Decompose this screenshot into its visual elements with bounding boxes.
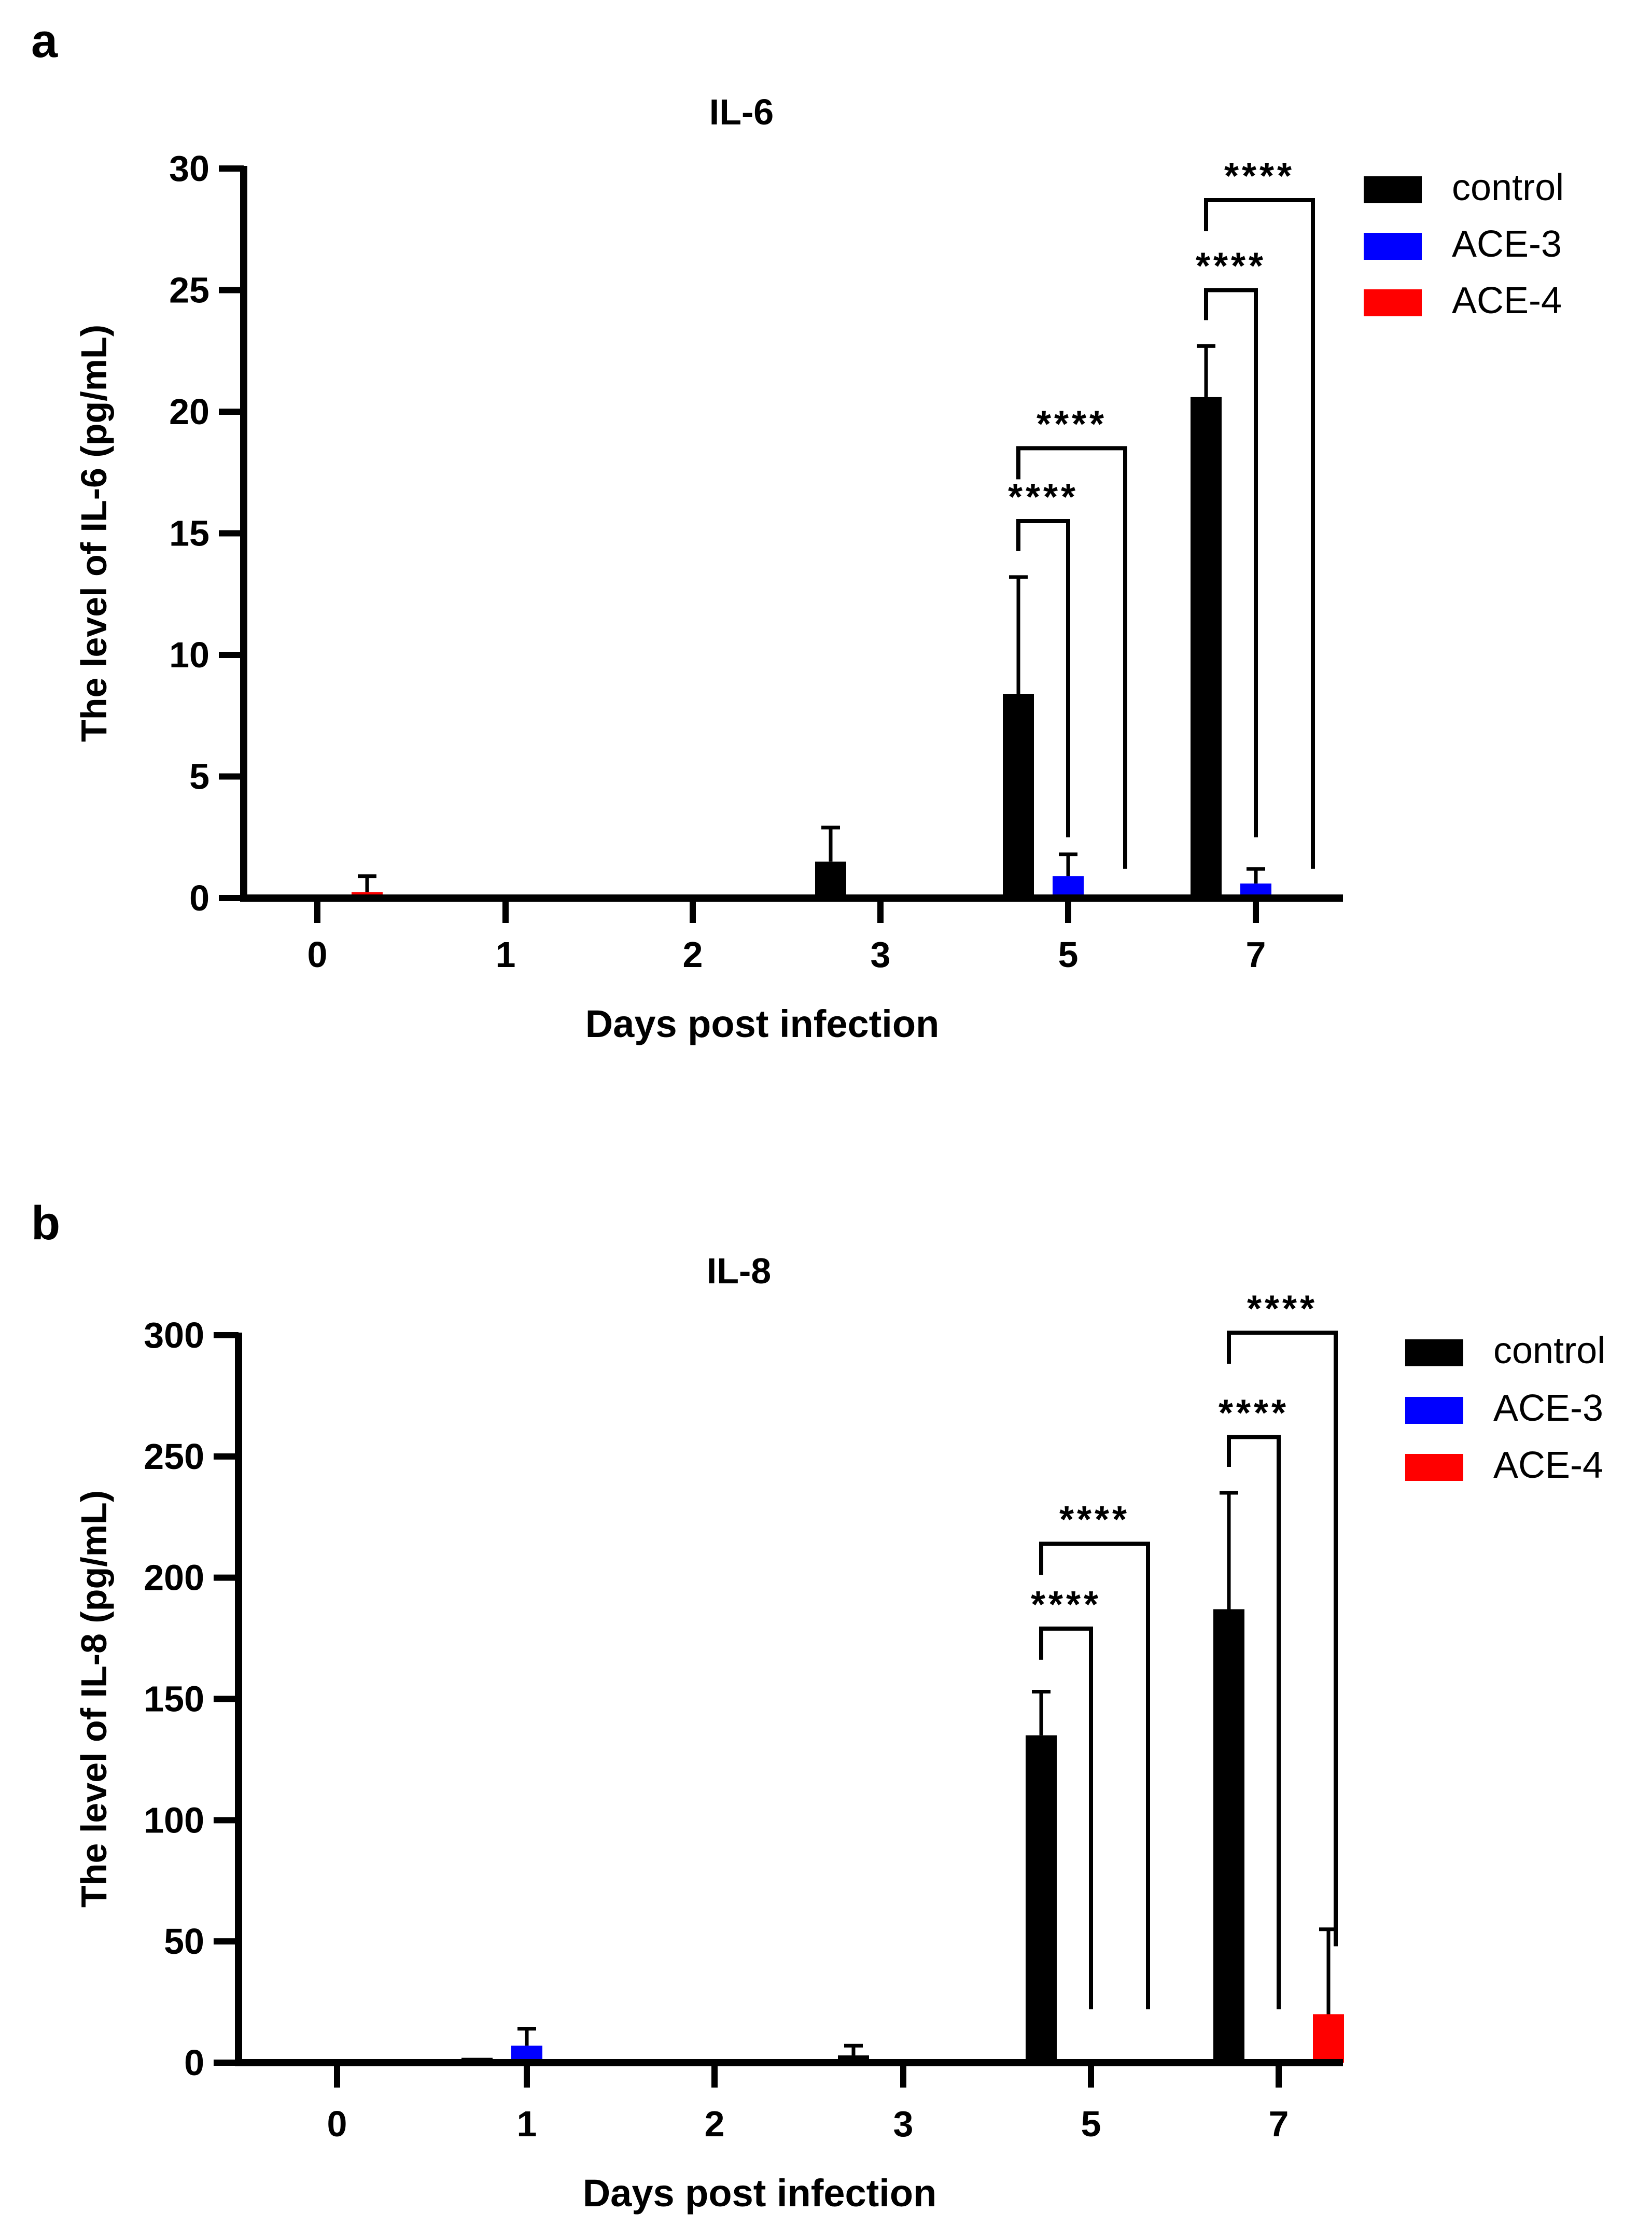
legend-swatch-ACE-4	[1364, 289, 1422, 316]
y-tick-label: 300	[144, 1315, 204, 1355]
legend-swatch-ACE-4	[1405, 1454, 1463, 1481]
y-tick-label: 100	[144, 1800, 204, 1840]
legend-label-ACE-3: ACE-3	[1452, 223, 1562, 265]
legend-label-control: control	[1452, 167, 1564, 208]
x-tick-label: 2	[705, 2104, 725, 2144]
bar-control-day-5	[1026, 1735, 1057, 2063]
legend-label-ACE-3: ACE-3	[1493, 1388, 1603, 1429]
significance-bracket	[1204, 288, 1258, 837]
y-tick-label: 0	[184, 2042, 204, 2083]
significance-bracket	[1227, 1331, 1338, 1947]
legend-swatch-ACE-3	[1364, 233, 1422, 260]
y-tick-label: 30	[169, 148, 209, 189]
bar-control-day-3	[815, 861, 846, 898]
y-tick-label: 50	[164, 1921, 204, 1962]
x-tick-label: 3	[893, 2104, 914, 2144]
x-tick-label: 2	[683, 934, 703, 975]
y-tick-label: 25	[169, 270, 209, 311]
y-tick-label: 10	[169, 635, 209, 675]
x-tick-label: 3	[871, 934, 891, 975]
significance-label: ****	[1196, 246, 1266, 287]
significance-label: ****	[1031, 1584, 1101, 1626]
x-tick-label: 7	[1269, 2104, 1289, 2144]
legend-label-ACE-4: ACE-4	[1493, 1445, 1603, 1486]
significance-bracket	[1204, 198, 1315, 869]
panel-label: b	[31, 1197, 60, 1250]
x-tick-label: 1	[517, 2104, 537, 2144]
y-tick-label: 5	[189, 757, 209, 797]
chart-title: IL-6	[709, 92, 774, 132]
bar-control-day-7	[1191, 397, 1222, 898]
x-tick-label: 0	[307, 934, 328, 975]
significance-label: ****	[1037, 403, 1107, 445]
legend-label-ACE-4: ACE-4	[1452, 280, 1562, 321]
legend-swatch-control	[1364, 176, 1422, 203]
bar-control-day-7	[1213, 1609, 1244, 2063]
significance-bracket	[1039, 1626, 1093, 2010]
bar-ACE-3-day-5	[1053, 876, 1084, 898]
y-tick-label: 200	[144, 1558, 204, 1598]
significance-label: ****	[1224, 156, 1295, 197]
significance-label: ****	[1219, 1392, 1289, 1434]
significance-bracket	[1016, 446, 1127, 869]
bar-control-day-5	[1003, 694, 1034, 898]
x-tick-label: 7	[1246, 934, 1266, 975]
x-axis-label: Days post infection	[585, 1002, 940, 1045]
significance-bracket	[1227, 1435, 1281, 2010]
y-tick-label: 20	[169, 391, 209, 432]
legend-label-control: control	[1493, 1330, 1605, 1371]
legend-swatch-ACE-3	[1405, 1397, 1463, 1424]
y-tick-label: 250	[144, 1436, 204, 1477]
x-tick-label: 5	[1058, 934, 1079, 975]
x-axis-label: Days post infection	[583, 2172, 937, 2215]
significance-label: ****	[1059, 1499, 1130, 1541]
significance-bracket	[1016, 519, 1070, 837]
significance-bracket	[1039, 1542, 1150, 2010]
y-tick-label: 0	[189, 878, 209, 918]
significance-label: ****	[1008, 477, 1079, 518]
y-tick-label: 150	[144, 1679, 204, 1719]
x-tick-label: 0	[327, 2104, 347, 2144]
y-axis-label: The level of IL-6 (pg/mL)	[74, 325, 114, 742]
x-tick-label: 1	[496, 934, 516, 975]
y-tick-label: 15	[169, 513, 209, 554]
panel-label: a	[31, 15, 58, 67]
chart-title: IL-8	[707, 1251, 771, 1291]
bar-ACE-4-day-7	[1313, 2014, 1344, 2063]
x-tick-label: 5	[1081, 2104, 1101, 2144]
legend-swatch-control	[1405, 1339, 1463, 1366]
significance-label: ****	[1247, 1288, 1318, 1329]
y-axis-label: The level of IL-8 (pg/mL)	[74, 1490, 114, 1908]
